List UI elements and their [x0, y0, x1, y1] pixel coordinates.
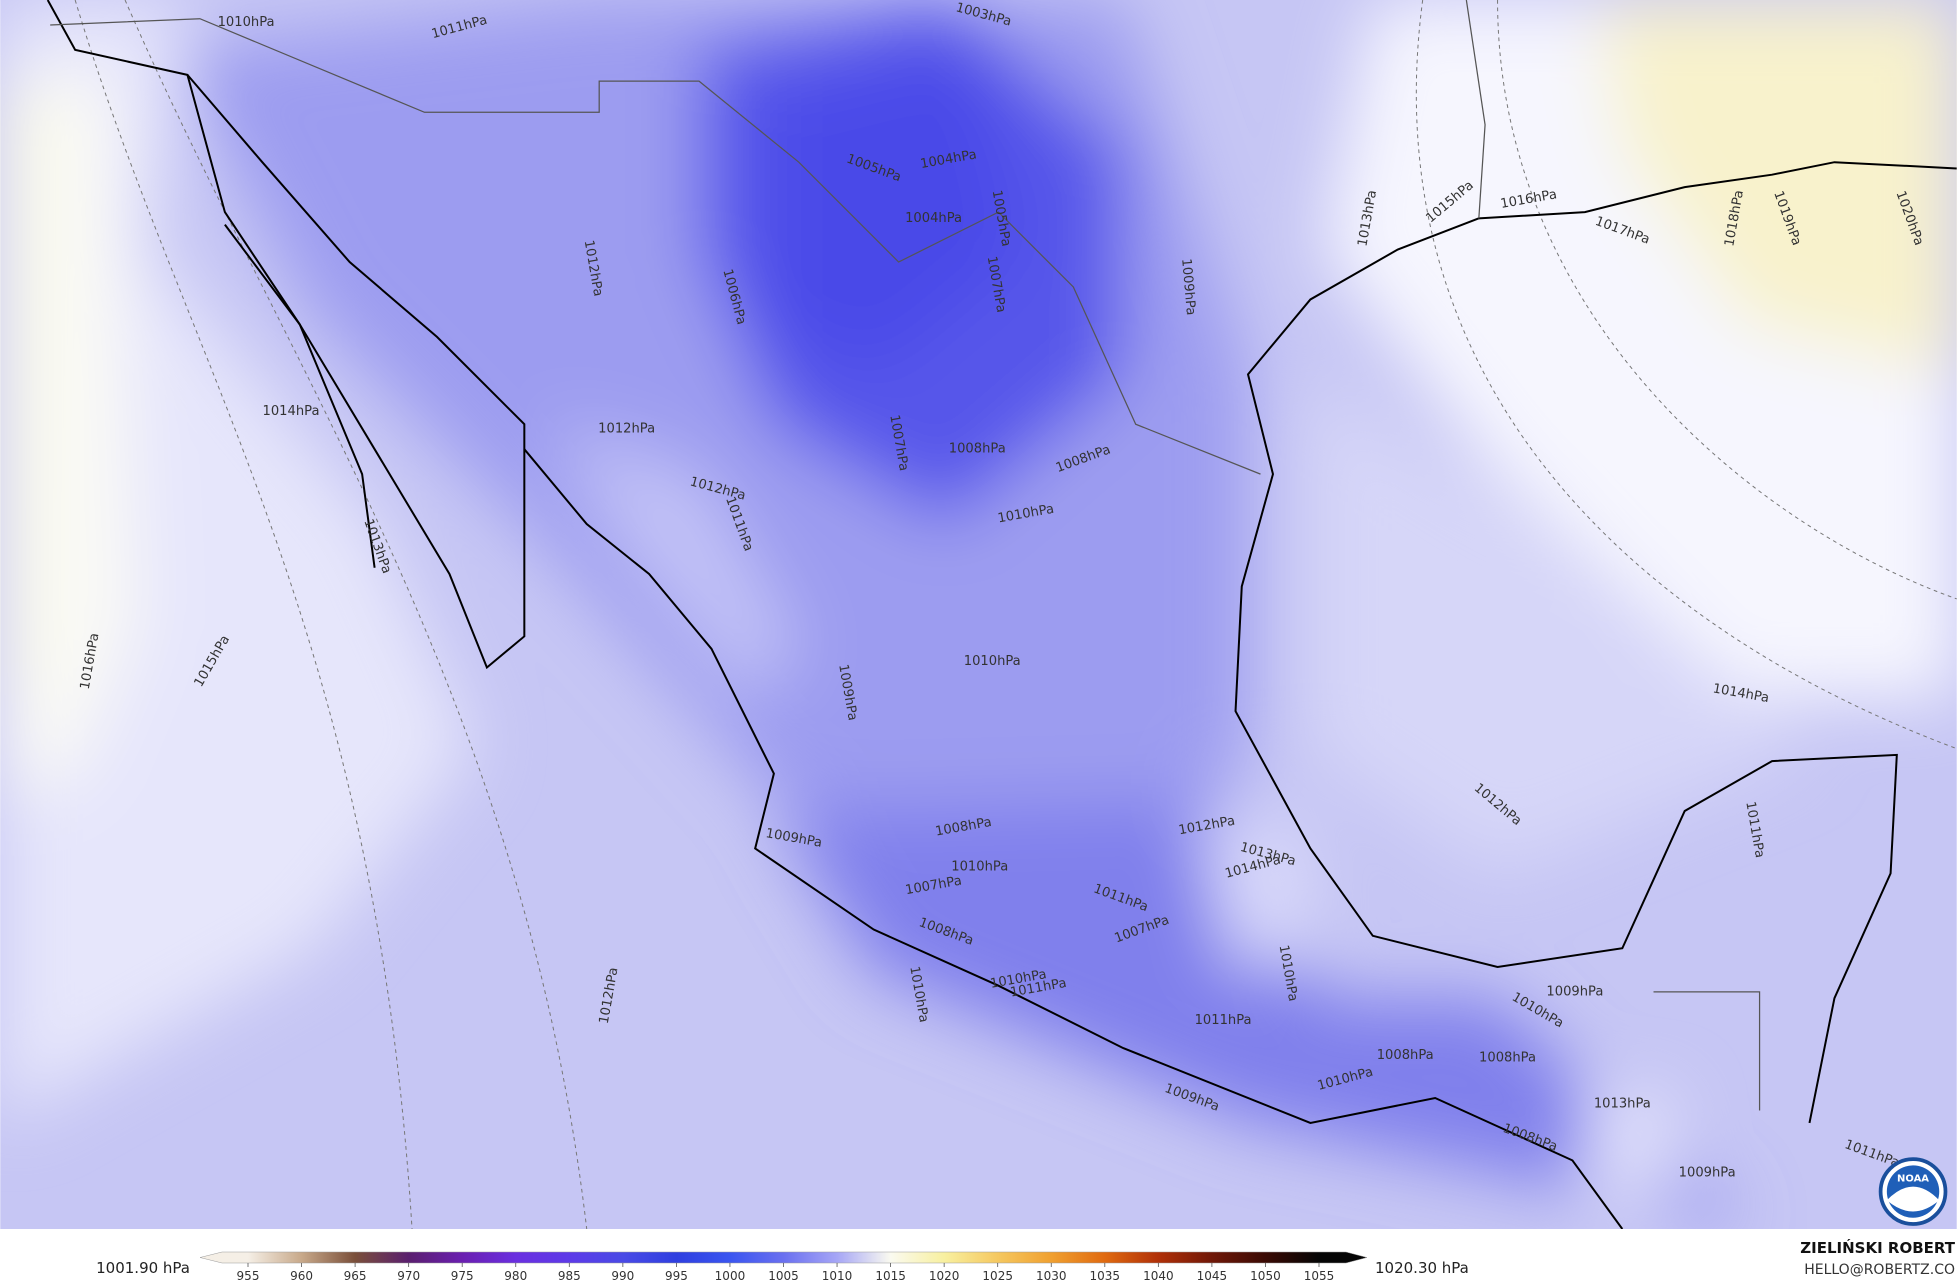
colorbar-tick-label: 980: [504, 1269, 527, 1283]
contour-label: 1009hPa: [1178, 258, 1198, 316]
colorbar: [199, 1251, 1368, 1264]
max-label: 1020.30 hPa: [1375, 1259, 1469, 1277]
colorbar-tick-label: 1005: [768, 1269, 799, 1283]
colorbar-tick-label: 1025: [982, 1269, 1013, 1283]
coastlines: [46, 0, 1957, 1229]
colorbar-tick-label: 1015: [875, 1269, 906, 1283]
contour-lines: [74, 0, 1957, 1229]
colorbar-tick-label: 970: [397, 1269, 420, 1283]
contour-label: 1009hPa: [1546, 984, 1603, 999]
contour-label: 1009hPa: [1679, 1165, 1736, 1180]
pressure-field: [0, 0, 1957, 1223]
colorbar-tick-label: 1050: [1250, 1269, 1281, 1283]
contour-label: 1012hPa: [598, 422, 655, 437]
noaa-logo: NOAA: [1878, 1157, 1948, 1226]
author: ZIELIŃSKI ROBERT: [1800, 1238, 1955, 1257]
contour-label: 1010hPa: [218, 15, 275, 30]
contour-label: 1011hPa: [1195, 1013, 1252, 1028]
colorbar-tick-label: 1000: [715, 1269, 746, 1283]
colorbar-tick-label: 1055: [1304, 1269, 1335, 1283]
colorbar-tick-label: 1010: [822, 1269, 853, 1283]
contour-label: 1013hPa: [1594, 1097, 1651, 1112]
contour-label: 1008hPa: [1479, 1051, 1536, 1066]
colorbar-tick-label: 1020: [929, 1269, 960, 1283]
contour-label: 1004hPa: [905, 211, 962, 226]
contour-label: 1008hPa: [1377, 1048, 1434, 1063]
colorbar-tick-label: 975: [451, 1269, 474, 1283]
contour-label: 1008hPa: [949, 442, 1006, 457]
colorbar-tick-label: 965: [344, 1269, 367, 1283]
colorbar-tick-label: 990: [611, 1269, 634, 1283]
contact: HELLO@ROBERTZ.CO: [1804, 1262, 1955, 1278]
contour-label: 1010hPa: [951, 860, 1008, 875]
colorbar-tick-label: 955: [237, 1269, 260, 1283]
colorbar-tick-label: 995: [665, 1269, 688, 1283]
colorbar-tick-label: 1045: [1197, 1269, 1228, 1283]
colorbar-tick-label: 985: [558, 1269, 581, 1283]
colorbar-tick-label: 960: [290, 1269, 313, 1283]
colorbar-ticks: 955 960 965 970 975 980 985 990 995 1000 1005 1010 1…: [237, 1263, 1335, 1283]
colorbar-tick-label: 1040: [1143, 1269, 1174, 1283]
colorbar-tick-label: 1030: [1036, 1269, 1067, 1283]
contour-label: 1014hPa: [263, 404, 320, 419]
contour-label: 1010hPa: [964, 654, 1021, 669]
colorbar-tick-label: 1035: [1090, 1269, 1121, 1283]
colorbar-panel: 1001.90 hPa 1020.30 hPa ZIELIŃSKI ROBERT…: [96, 1238, 1956, 1283]
borders: [50, 0, 1761, 1111]
logo-text: NOAA: [1897, 1174, 1929, 1185]
min-label: 1001.90 hPa: [96, 1259, 190, 1277]
